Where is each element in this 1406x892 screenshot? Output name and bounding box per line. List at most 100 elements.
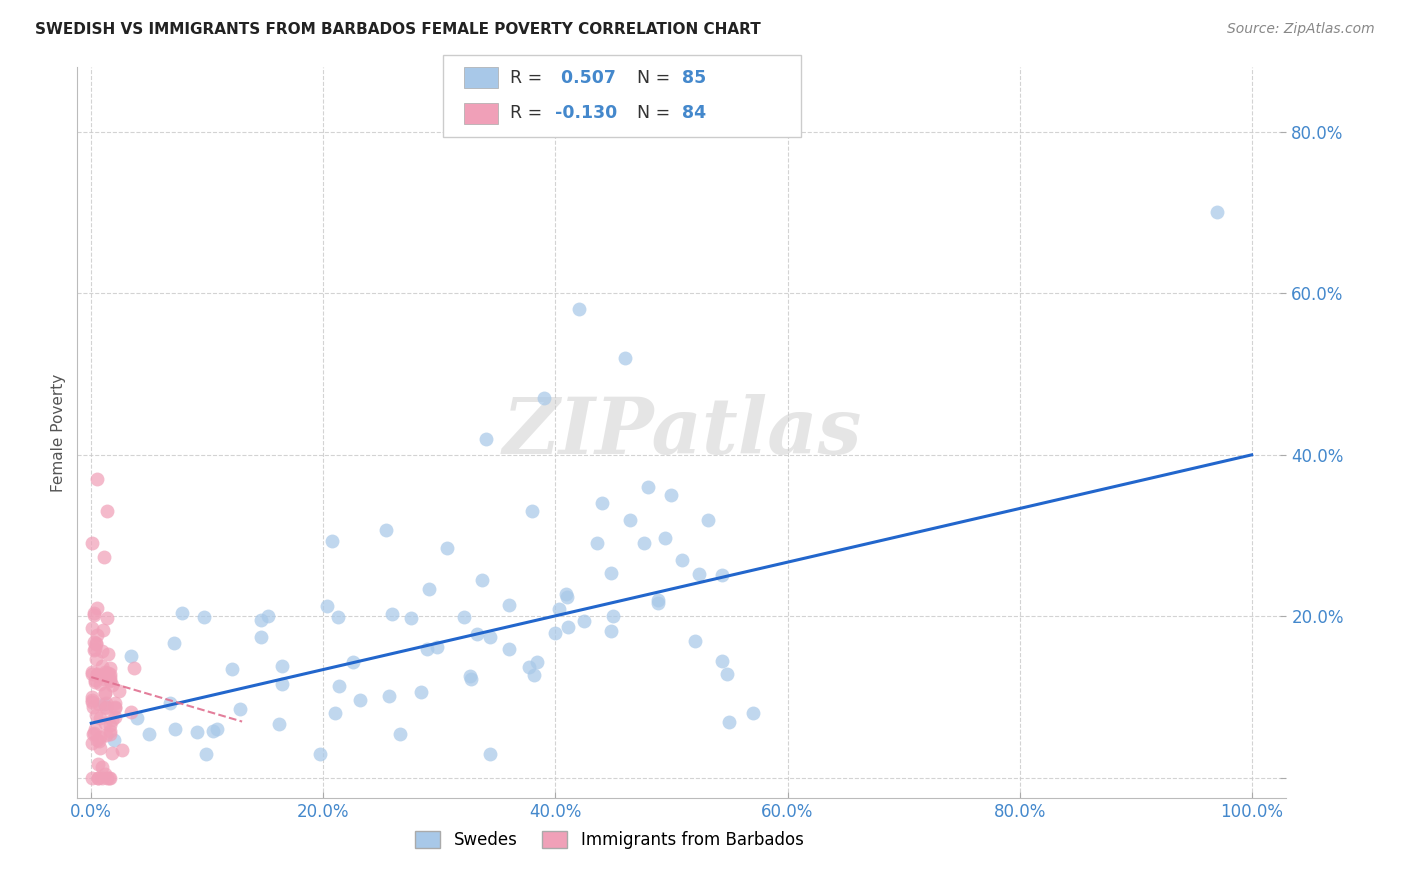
Point xyxy=(122,661,145,675)
Point xyxy=(458,669,481,683)
Point xyxy=(82,695,104,709)
Point xyxy=(193,610,215,624)
Point xyxy=(94,686,117,700)
Point xyxy=(94,728,117,742)
Point xyxy=(82,726,104,740)
Point xyxy=(96,696,118,710)
Point xyxy=(321,533,343,548)
Point xyxy=(86,667,108,681)
Point xyxy=(633,536,655,550)
Point xyxy=(270,677,292,691)
Point xyxy=(165,722,187,736)
Point xyxy=(619,512,641,526)
Point xyxy=(104,710,127,724)
Point xyxy=(409,684,432,698)
Point xyxy=(87,771,110,785)
Point xyxy=(86,651,108,665)
Point xyxy=(84,637,107,651)
Point xyxy=(453,609,475,624)
Point xyxy=(94,686,117,700)
Point xyxy=(418,582,440,597)
Point xyxy=(249,613,271,627)
Point xyxy=(315,599,337,613)
Point xyxy=(533,391,555,405)
Point xyxy=(84,641,107,656)
Point xyxy=(82,692,104,706)
Point xyxy=(710,654,733,668)
Point xyxy=(86,628,108,642)
Point xyxy=(1205,205,1227,219)
Point xyxy=(249,631,271,645)
Point xyxy=(378,689,401,703)
Point xyxy=(86,732,108,747)
Point xyxy=(328,609,350,624)
Point xyxy=(94,665,117,680)
Point xyxy=(104,696,127,710)
Point xyxy=(83,608,105,623)
Point xyxy=(389,727,412,741)
Point xyxy=(82,621,104,635)
Point xyxy=(323,706,346,720)
Point xyxy=(96,504,118,518)
Point xyxy=(84,674,107,689)
Text: -0.130: -0.130 xyxy=(555,104,617,122)
Point xyxy=(86,771,108,785)
Point xyxy=(96,771,118,785)
Point xyxy=(89,741,111,756)
Point xyxy=(661,488,683,502)
Point xyxy=(93,549,115,564)
Point xyxy=(547,602,569,616)
Point xyxy=(460,672,482,686)
Point xyxy=(91,623,114,637)
Point xyxy=(83,726,105,740)
Point xyxy=(557,620,579,634)
Point xyxy=(98,661,121,675)
Text: R =: R = xyxy=(510,69,548,87)
Point xyxy=(96,611,118,625)
Point xyxy=(401,611,423,625)
Point xyxy=(475,432,498,446)
Point xyxy=(614,351,637,365)
Point xyxy=(741,706,763,721)
Point xyxy=(572,614,595,628)
Point xyxy=(688,567,710,582)
Point xyxy=(83,635,105,649)
Point xyxy=(93,715,115,730)
Point xyxy=(86,472,108,486)
Point xyxy=(94,766,117,780)
Point xyxy=(718,714,741,729)
Point xyxy=(82,771,104,785)
Point xyxy=(91,771,114,785)
Text: N =: N = xyxy=(637,104,676,122)
Point xyxy=(586,535,609,549)
Point xyxy=(647,593,669,607)
Point xyxy=(269,717,291,731)
Point xyxy=(523,668,546,682)
Point xyxy=(111,743,134,757)
Point xyxy=(591,496,613,510)
Point xyxy=(342,656,364,670)
Point xyxy=(98,667,121,681)
Point xyxy=(270,658,292,673)
Point xyxy=(600,624,623,639)
Point xyxy=(555,590,578,604)
Point xyxy=(602,609,624,624)
Point xyxy=(103,733,125,747)
Point xyxy=(90,658,112,673)
Point xyxy=(98,718,121,732)
Point xyxy=(107,683,129,698)
Point xyxy=(86,757,108,772)
Point xyxy=(159,697,181,711)
Point xyxy=(97,665,120,680)
Point xyxy=(83,606,105,620)
Point xyxy=(84,673,107,687)
Point xyxy=(526,655,548,669)
Text: 0.507: 0.507 xyxy=(555,69,616,87)
Point xyxy=(517,660,540,674)
Point xyxy=(478,747,501,761)
Point xyxy=(120,705,142,719)
Point xyxy=(716,667,738,681)
Point xyxy=(98,727,121,741)
Point xyxy=(86,708,108,723)
Point xyxy=(229,702,252,716)
